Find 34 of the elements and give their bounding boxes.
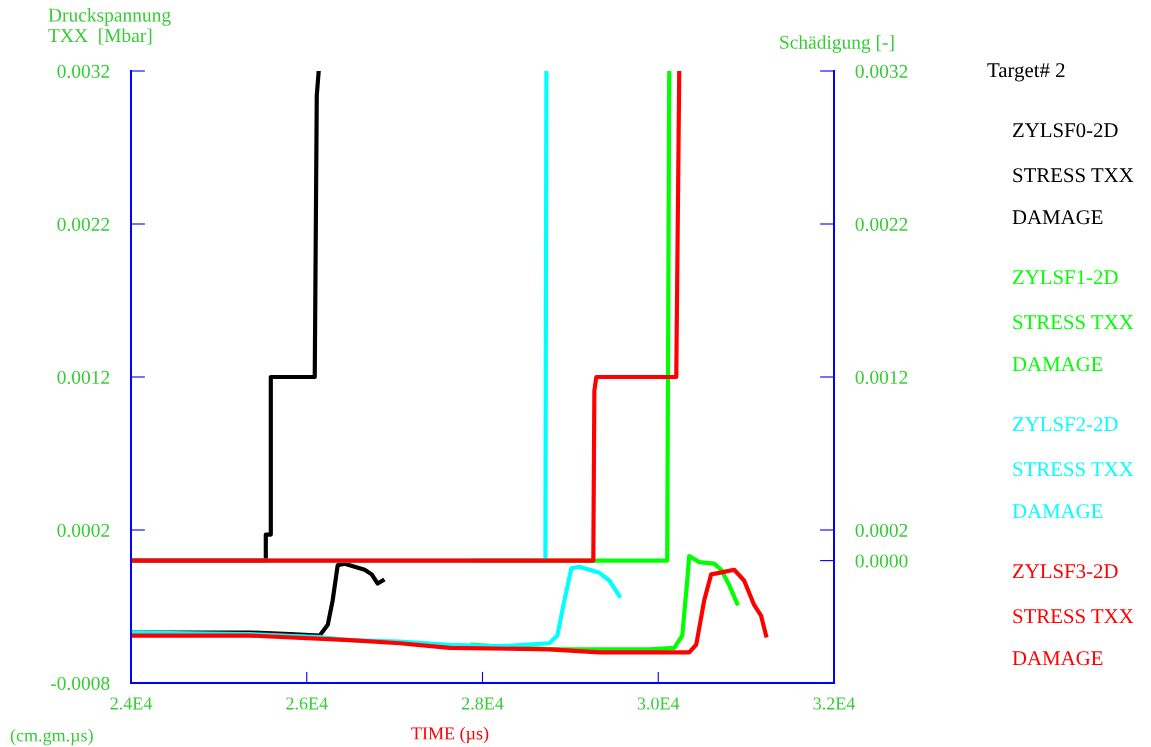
y-tick-label: 0.0012: [57, 370, 110, 385]
text: ZYLSF0-2D: [1013, 123, 1118, 138]
text: Target# 2: [987, 63, 1065, 82]
text: STRESS TXX: [1013, 462, 1134, 477]
text: STRESS TXX: [1013, 609, 1134, 624]
y-axis-title: Druckspannung TXX [Mbar]: [48, 8, 171, 45]
text: DAMAGE: [1012, 357, 1103, 372]
y2-tick-label: 0.0022: [855, 217, 908, 232]
line-series: [131, 567, 769, 655]
y-tick-label: 0.0002: [57, 523, 110, 538]
x-tick-label: 2.4E4: [110, 697, 153, 710]
y2-tick-label: 0.0002: [855, 523, 908, 538]
y-tick-label: 0.0022: [57, 217, 110, 232]
text: DAMAGE: [1012, 651, 1103, 666]
x-tick-label: 2.6E4: [286, 697, 328, 710]
line-series: [131, 71, 682, 563]
x-tick-label: 2.8E4: [461, 697, 504, 710]
y2-tick-label: 0.0000: [855, 554, 908, 568]
y2-tick-label: 0.0032: [855, 64, 908, 79]
text: STRESS TXX: [1013, 315, 1134, 330]
x-tick-label: 3.0E4: [637, 697, 680, 710]
text: ZYLSF3-2D: [1013, 564, 1118, 579]
text: ZYLSF2-2D: [1013, 417, 1118, 432]
text: ZYLSF1-2D: [1013, 270, 1118, 285]
y2-tick-label: 0.0012: [855, 370, 908, 385]
x-axis-title: TIME (µs): [411, 726, 489, 744]
y2-axis-title: Schädigung [-]: [780, 35, 894, 53]
x-tick-label: 3.2E4: [813, 697, 856, 710]
text: STRESS TXX: [1013, 168, 1134, 183]
y-tick-label: -0.0008: [50, 676, 110, 691]
text: DAMAGE: [1012, 210, 1103, 225]
text: DAMAGE: [1012, 504, 1103, 519]
y-tick-label: 0.0032: [57, 64, 110, 79]
text: (cm.gm.µs): [10, 728, 93, 746]
